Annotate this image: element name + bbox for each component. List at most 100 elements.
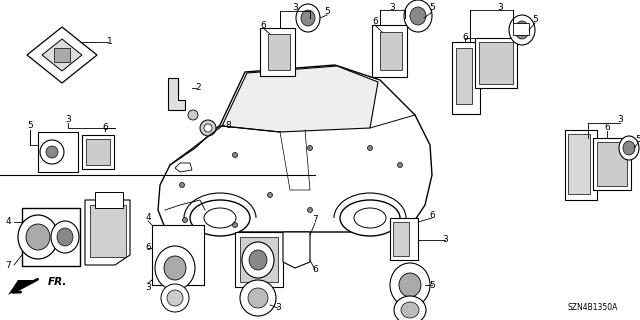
Ellipse shape bbox=[394, 296, 426, 320]
Bar bbox=[452, 42, 480, 114]
Text: 3: 3 bbox=[617, 116, 623, 124]
Text: 6: 6 bbox=[604, 124, 610, 132]
Ellipse shape bbox=[190, 200, 250, 236]
Ellipse shape bbox=[296, 4, 320, 32]
Polygon shape bbox=[222, 66, 378, 132]
Ellipse shape bbox=[404, 0, 432, 32]
Ellipse shape bbox=[204, 124, 212, 132]
Ellipse shape bbox=[390, 263, 430, 307]
Bar bbox=[513, 23, 529, 35]
Text: 4: 4 bbox=[145, 213, 151, 222]
Text: 2: 2 bbox=[195, 84, 201, 92]
Ellipse shape bbox=[161, 284, 189, 312]
Ellipse shape bbox=[515, 21, 529, 39]
Text: 7: 7 bbox=[312, 215, 318, 225]
Polygon shape bbox=[168, 78, 185, 110]
Ellipse shape bbox=[354, 208, 386, 228]
Ellipse shape bbox=[623, 141, 635, 155]
Ellipse shape bbox=[232, 153, 237, 157]
Bar bbox=[54, 48, 70, 62]
Ellipse shape bbox=[397, 163, 403, 167]
Polygon shape bbox=[85, 200, 130, 265]
Ellipse shape bbox=[57, 228, 73, 246]
Polygon shape bbox=[27, 27, 97, 83]
Ellipse shape bbox=[40, 140, 64, 164]
Ellipse shape bbox=[167, 290, 183, 306]
Bar bbox=[475, 38, 517, 88]
Ellipse shape bbox=[399, 273, 421, 297]
Bar bbox=[372, 25, 407, 77]
Bar bbox=[479, 42, 513, 84]
Text: 6: 6 bbox=[429, 211, 435, 220]
Text: 1: 1 bbox=[107, 37, 113, 46]
Text: 5: 5 bbox=[429, 4, 435, 12]
Text: 6: 6 bbox=[372, 18, 378, 27]
Bar bbox=[393, 222, 409, 256]
Text: 6: 6 bbox=[145, 244, 151, 252]
Bar bbox=[90, 205, 126, 257]
Text: 5: 5 bbox=[27, 121, 33, 130]
Polygon shape bbox=[42, 39, 82, 71]
Bar bbox=[390, 218, 418, 260]
Ellipse shape bbox=[188, 110, 198, 120]
Ellipse shape bbox=[182, 218, 188, 222]
Text: 3: 3 bbox=[497, 3, 503, 12]
Bar bbox=[268, 34, 290, 70]
Ellipse shape bbox=[301, 10, 315, 26]
Bar bbox=[597, 142, 627, 186]
Bar bbox=[565, 130, 597, 200]
Bar bbox=[235, 232, 283, 287]
Ellipse shape bbox=[249, 250, 267, 270]
Bar bbox=[380, 32, 402, 70]
Bar bbox=[240, 237, 278, 282]
Ellipse shape bbox=[307, 146, 312, 150]
Text: 5: 5 bbox=[429, 281, 435, 290]
Polygon shape bbox=[283, 232, 310, 268]
Bar bbox=[593, 138, 631, 190]
Ellipse shape bbox=[410, 7, 426, 25]
Bar bbox=[22, 208, 80, 266]
Ellipse shape bbox=[232, 222, 237, 228]
Bar bbox=[260, 28, 295, 76]
Text: 8: 8 bbox=[225, 121, 231, 130]
Ellipse shape bbox=[179, 182, 184, 188]
Text: 3: 3 bbox=[275, 303, 281, 313]
Ellipse shape bbox=[26, 224, 50, 250]
Text: 6: 6 bbox=[462, 34, 468, 43]
Polygon shape bbox=[158, 65, 432, 232]
Text: 6: 6 bbox=[102, 124, 108, 132]
Text: 5: 5 bbox=[635, 135, 640, 145]
Ellipse shape bbox=[509, 15, 535, 45]
Ellipse shape bbox=[268, 193, 273, 197]
Text: 6: 6 bbox=[260, 20, 266, 29]
Ellipse shape bbox=[18, 215, 58, 259]
Ellipse shape bbox=[340, 200, 400, 236]
Text: 3: 3 bbox=[442, 236, 448, 244]
Ellipse shape bbox=[240, 280, 276, 316]
Ellipse shape bbox=[307, 207, 312, 212]
Ellipse shape bbox=[204, 208, 236, 228]
Text: 5: 5 bbox=[532, 15, 538, 25]
Text: SZN4B1350A: SZN4B1350A bbox=[568, 303, 618, 312]
Ellipse shape bbox=[242, 242, 274, 278]
Text: 3: 3 bbox=[292, 4, 298, 12]
Text: 7: 7 bbox=[5, 260, 11, 269]
Ellipse shape bbox=[367, 146, 372, 150]
Bar bbox=[86, 139, 110, 165]
Text: 6: 6 bbox=[312, 266, 318, 275]
Text: 3: 3 bbox=[389, 4, 395, 12]
Ellipse shape bbox=[200, 120, 216, 136]
Ellipse shape bbox=[248, 288, 268, 308]
Polygon shape bbox=[175, 163, 192, 172]
Text: 5: 5 bbox=[324, 7, 330, 17]
Ellipse shape bbox=[401, 302, 419, 318]
Bar bbox=[568, 134, 590, 194]
Polygon shape bbox=[8, 280, 35, 295]
Bar bbox=[152, 225, 204, 285]
Ellipse shape bbox=[164, 256, 186, 280]
Text: 3: 3 bbox=[65, 116, 71, 124]
Bar bbox=[38, 132, 78, 172]
Text: 4: 4 bbox=[5, 218, 11, 227]
Text: 3: 3 bbox=[145, 284, 151, 292]
Text: FR.: FR. bbox=[48, 277, 67, 287]
